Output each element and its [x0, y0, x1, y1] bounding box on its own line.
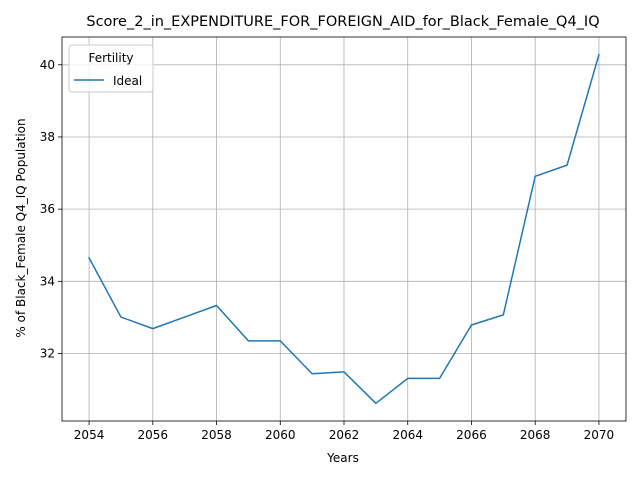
chart-title: Score_2_in_EXPENDITURE_FOR_FOREIGN_AID_f… [86, 14, 599, 30]
grid [62, 37, 626, 421]
series-line-ideal [88, 53, 600, 405]
x-ticks: 2054 2056 2058 2060 2062 2064 2066 2068 2070 [74, 421, 614, 442]
legend-title: Fertility [88, 51, 133, 65]
x-tick-label: 2070 [584, 428, 615, 442]
y-axis-label: % of Black_Female Q4_IQ Population [14, 118, 28, 337]
x-tick-label: 2064 [392, 428, 423, 442]
y-tick-label: 34 [40, 274, 55, 288]
x-tick-label: 2062 [329, 428, 360, 442]
y-tick-label: 36 [40, 202, 55, 216]
y-ticks: 32 34 36 38 40 [40, 58, 62, 361]
x-axis-label: Years [326, 451, 359, 465]
x-tick-label: 2054 [74, 428, 105, 442]
y-tick-label: 38 [40, 130, 55, 144]
legend-label: Ideal [113, 74, 142, 88]
x-tick-label: 2056 [138, 428, 169, 442]
y-tick-label: 32 [40, 347, 55, 361]
y-tick-label: 40 [40, 58, 55, 72]
series-lines [88, 53, 600, 405]
plot-frame [61, 36, 627, 422]
legend: Fertility Ideal [68, 44, 154, 93]
x-tick-label: 2058 [201, 428, 232, 442]
x-tick-label: 2066 [456, 428, 487, 442]
x-tick-label: 2060 [265, 428, 296, 442]
x-tick-label: 2068 [520, 428, 551, 442]
